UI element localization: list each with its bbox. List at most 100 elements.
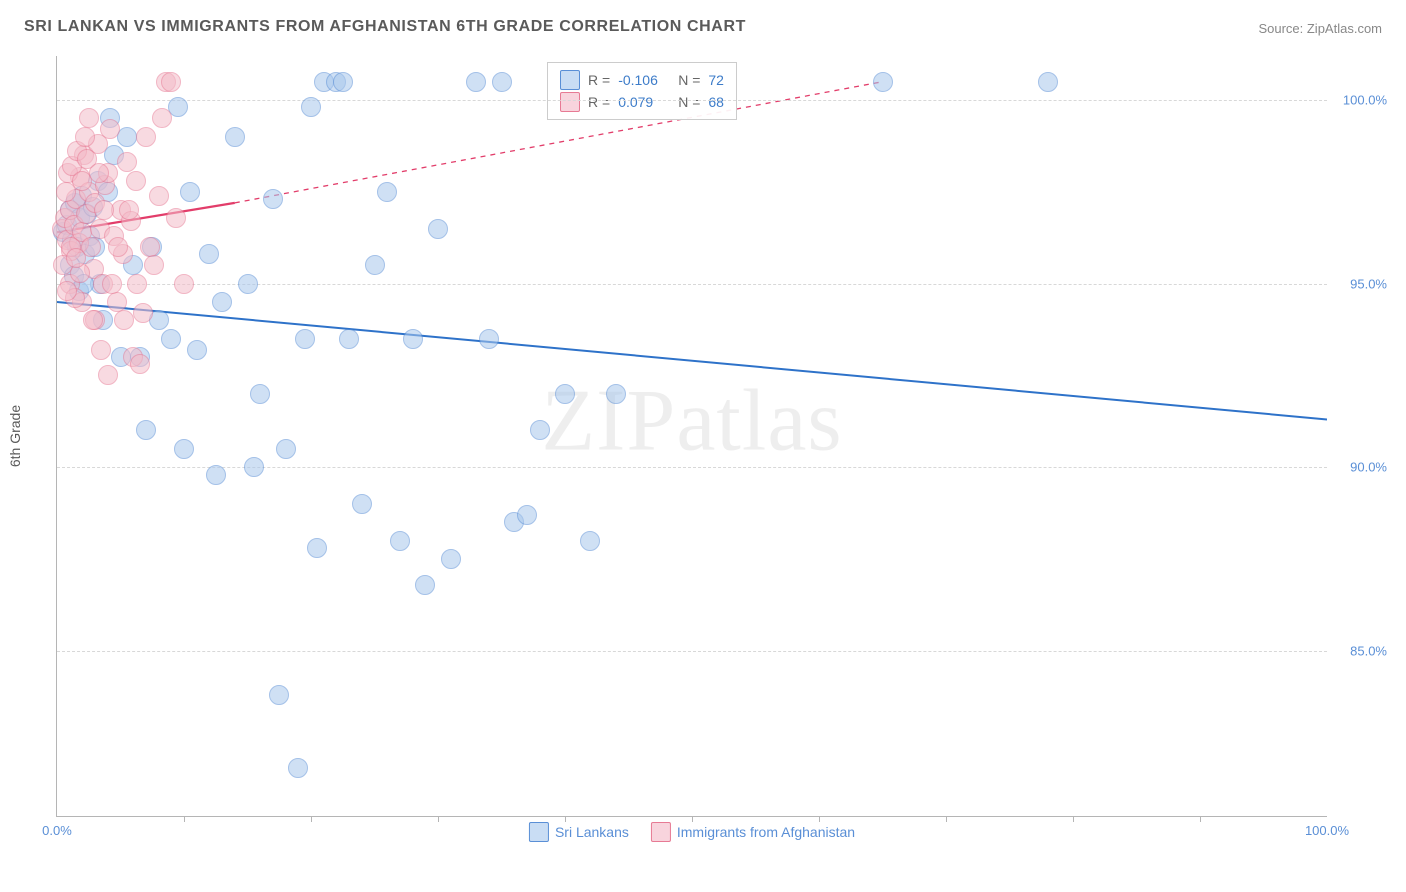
data-point	[492, 72, 512, 92]
data-point	[161, 329, 181, 349]
data-point	[263, 189, 283, 209]
data-point	[166, 208, 186, 228]
data-point	[352, 494, 372, 514]
data-point	[174, 274, 194, 294]
x-tick-label: 0.0%	[42, 823, 72, 838]
data-point	[89, 163, 109, 183]
x-tick-label: 100.0%	[1305, 823, 1349, 838]
x-minor-tick	[692, 816, 693, 822]
data-point	[555, 384, 575, 404]
data-point	[415, 575, 435, 595]
data-point	[206, 465, 226, 485]
n-label: N =	[678, 91, 700, 113]
data-point	[428, 219, 448, 239]
data-point	[98, 365, 118, 385]
watermark: ZIPatlas	[541, 370, 842, 471]
data-point	[130, 354, 150, 374]
x-minor-tick	[819, 816, 820, 822]
r-value: -0.106	[618, 69, 670, 91]
data-point	[140, 237, 160, 257]
data-point	[250, 384, 270, 404]
legend-label: Sri Lankans	[555, 824, 629, 840]
n-value: 72	[708, 69, 724, 91]
data-point	[466, 72, 486, 92]
data-point	[339, 329, 359, 349]
x-minor-tick	[946, 816, 947, 822]
data-point	[114, 310, 134, 330]
data-point	[75, 127, 95, 147]
data-point	[79, 108, 99, 128]
data-point	[365, 255, 385, 275]
legend-swatch	[529, 822, 549, 842]
data-point	[606, 384, 626, 404]
data-point	[288, 758, 308, 778]
bottom-legend: Sri Lankans Immigrants from Afghanistan	[529, 822, 855, 842]
legend-swatch	[560, 92, 580, 112]
data-point	[269, 685, 289, 705]
legend-item: Immigrants from Afghanistan	[651, 822, 855, 842]
data-point	[295, 329, 315, 349]
data-point	[244, 457, 264, 477]
data-point	[403, 329, 423, 349]
y-axis-label: 6th Grade	[7, 405, 23, 467]
data-point	[580, 531, 600, 551]
data-point	[479, 329, 499, 349]
r-value: 0.079	[618, 91, 670, 113]
y-tick-label: 90.0%	[1332, 460, 1387, 475]
data-point	[530, 420, 550, 440]
data-point	[100, 119, 120, 139]
x-minor-tick	[1200, 816, 1201, 822]
legend-swatch	[651, 822, 671, 842]
data-point	[212, 292, 232, 312]
data-point	[107, 292, 127, 312]
x-minor-tick	[184, 816, 185, 822]
y-tick-label: 100.0%	[1332, 93, 1387, 108]
data-point	[94, 200, 114, 220]
data-point	[127, 274, 147, 294]
x-minor-tick	[311, 816, 312, 822]
data-point	[57, 281, 77, 301]
n-label: N =	[678, 69, 700, 91]
data-point	[390, 531, 410, 551]
y-tick-label: 95.0%	[1332, 276, 1387, 291]
data-point	[83, 310, 103, 330]
data-point	[133, 303, 153, 323]
x-minor-tick	[438, 816, 439, 822]
data-point	[174, 439, 194, 459]
legend-swatch	[560, 70, 580, 90]
data-point	[152, 108, 172, 128]
data-point	[307, 538, 327, 558]
r-label: R =	[588, 91, 610, 113]
gridline-h	[57, 100, 1327, 101]
data-point	[144, 255, 164, 275]
data-point	[180, 182, 200, 202]
data-point	[108, 237, 128, 257]
stats-legend-box: R =-0.106N =72R =0.079N =68	[547, 62, 737, 120]
data-point	[517, 505, 537, 525]
data-point	[238, 274, 258, 294]
data-point	[126, 171, 146, 191]
data-point	[66, 248, 86, 268]
data-point	[333, 72, 353, 92]
x-minor-tick	[1073, 816, 1074, 822]
data-point	[441, 549, 461, 569]
r-label: R =	[588, 69, 610, 91]
data-point	[161, 72, 181, 92]
data-point	[149, 186, 169, 206]
data-point	[276, 439, 296, 459]
x-minor-tick	[565, 816, 566, 822]
data-point	[199, 244, 219, 264]
data-point	[117, 152, 137, 172]
chart-area: ZIPatlas 6th Grade R =-0.106N =72R =0.07…	[56, 56, 1386, 846]
data-point	[102, 274, 122, 294]
gridline-h	[57, 651, 1327, 652]
data-point	[136, 420, 156, 440]
legend-item: Sri Lankans	[529, 822, 629, 842]
data-point	[1038, 72, 1058, 92]
legend-label: Immigrants from Afghanistan	[677, 824, 855, 840]
data-point	[873, 72, 893, 92]
data-point	[301, 97, 321, 117]
data-point	[225, 127, 245, 147]
plot-region: ZIPatlas 6th Grade R =-0.106N =72R =0.07…	[56, 56, 1327, 817]
data-point	[119, 200, 139, 220]
